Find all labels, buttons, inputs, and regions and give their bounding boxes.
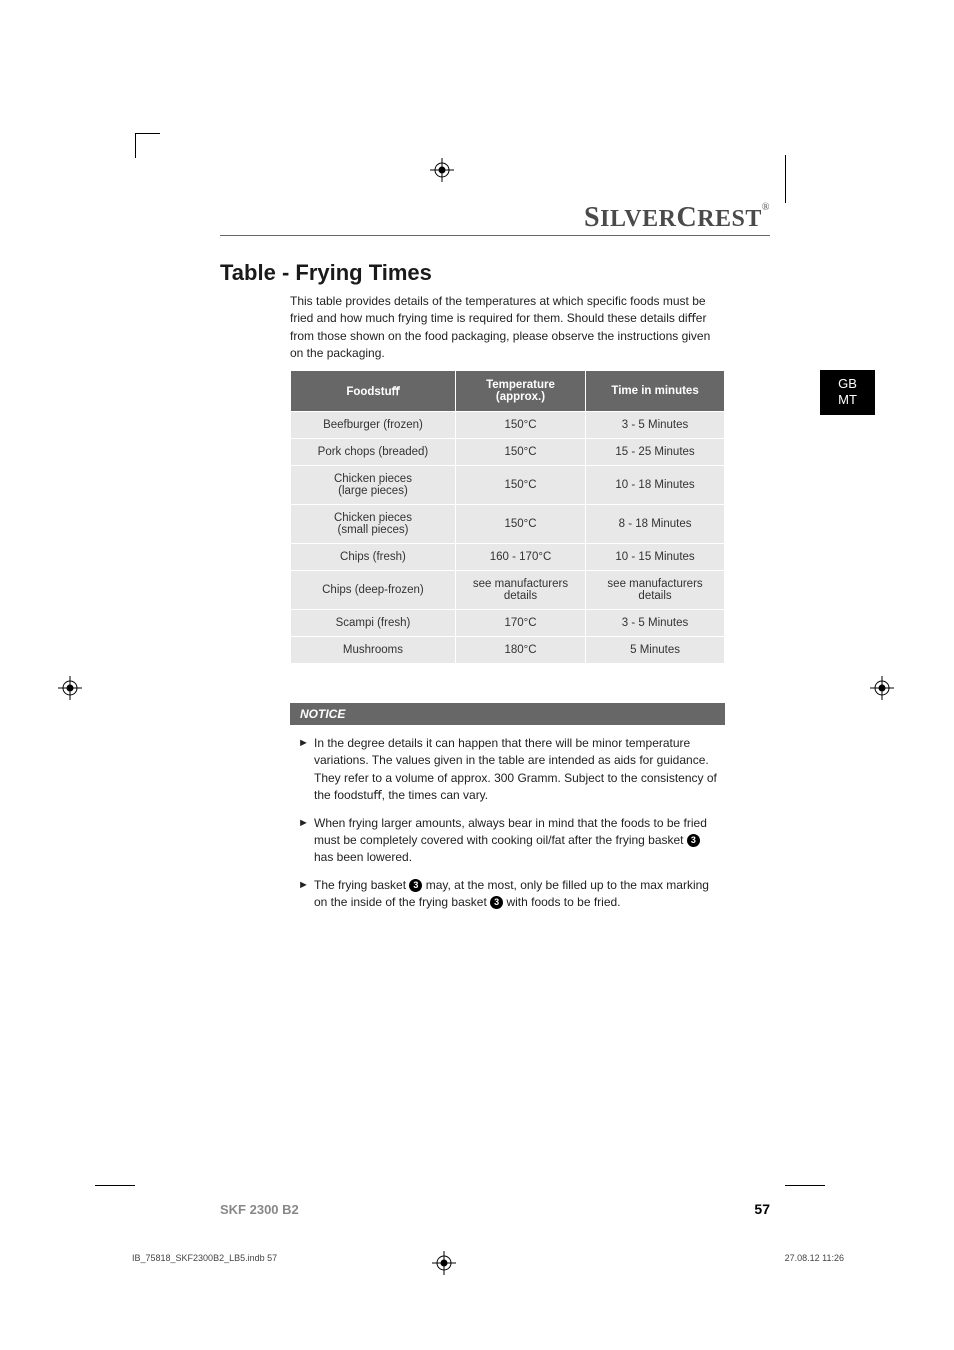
cell-temp: see manufacturersdetails [455,571,585,610]
col-header-temp-line2: (approx.) [462,391,579,403]
brand-rule [220,235,770,236]
cell-food: Pork chops (breaded) [291,439,456,466]
cell-time: 15 - 25 Minutes [586,439,725,466]
cell-food: Mushrooms [291,637,456,664]
cell-time: 10 - 18 Minutes [586,466,725,505]
table-row: Chicken pieces(small pieces)150°C8 - 18 … [291,505,725,544]
language-tab-line1: GB [820,376,875,392]
table-row: Scampi (fresh)170°C3 - 5 Minutes [291,610,725,637]
brand-logo: SILVERCREST® [584,202,770,234]
section-heading: Table - Frying Times [220,260,432,286]
notice-item: ►The frying basket 3 may, at the most, o… [298,877,717,912]
notice-text: When frying larger amounts, always bear … [314,815,717,867]
cell-temp: 170°C [455,610,585,637]
cell-time: 3 - 5 Minutes [586,412,725,439]
language-tab: GB MT [820,370,875,415]
footer-model: SKF 2300 B2 [220,1202,299,1217]
col-header-food: Foodstuﬀ [291,371,456,412]
cell-time: 10 - 15 Minutes [586,544,725,571]
circled-number-icon: 3 [409,879,422,892]
notice-text: In the degree details it can happen that… [314,735,717,805]
brand-reg: ® [762,202,770,213]
brand-silver: ILVER [600,206,676,232]
page-content: SILVERCREST® Table - Frying Times This t… [125,155,845,1235]
registration-mark-bottom-icon [432,1251,456,1275]
cell-temp: 160 - 170°C [455,544,585,571]
table-row: Beefburger (frozen)150°C3 - 5 Minutes [291,412,725,439]
registration-mark-left-icon [58,676,82,700]
cell-food: Chips (deep-frozen) [291,571,456,610]
circled-number-icon: 3 [687,834,700,847]
cell-time: 8 - 18 Minutes [586,505,725,544]
notice-box: NOTICE ►In the degree details it can hap… [290,703,725,922]
col-header-time: Time in minutes [586,371,725,412]
cell-temp: 150°C [455,439,585,466]
cell-food: Chicken pieces(small pieces) [291,505,456,544]
table-row: Chips (fresh)160 - 170°C10 - 15 Minutes [291,544,725,571]
table-row: Pork chops (breaded)150°C15 - 25 Minutes [291,439,725,466]
intro-paragraph: This table provides details of the tempe… [290,293,725,363]
table-row: Chips (deep-frozen)see manufacturersdeta… [291,571,725,610]
col-header-temp: Temperature (approx.) [455,371,585,412]
notice-label: NOTICE [290,703,725,725]
cell-time: 3 - 5 Minutes [586,610,725,637]
language-tab-line2: MT [820,392,875,408]
table-row: Mushrooms180°C5 Minutes [291,637,725,664]
registration-mark-right-icon [870,676,894,700]
brand-crest: REST [697,206,762,232]
bullet-arrow-icon: ► [298,735,314,805]
cell-food: Beefburger (frozen) [291,412,456,439]
cell-temp: 150°C [455,466,585,505]
circled-number-icon: 3 [490,896,503,909]
frying-times-table: Foodstuﬀ Temperature (approx.) Time in m… [290,370,725,664]
col-header-temp-line1: Temperature [462,379,579,391]
cell-food: Chips (fresh) [291,544,456,571]
cell-temp: 150°C [455,412,585,439]
bullet-arrow-icon: ► [298,815,314,867]
cell-time: 5 Minutes [586,637,725,664]
print-slug-right: 27.08.12 11:26 [785,1253,844,1263]
table-row: Chicken pieces(large pieces)150°C10 - 18… [291,466,725,505]
cell-food: Chicken pieces(large pieces) [291,466,456,505]
table-header-row: Foodstuﬀ Temperature (approx.) Time in m… [291,371,725,412]
cell-temp: 150°C [455,505,585,544]
footer-page-number: 57 [754,1201,770,1217]
bullet-arrow-icon: ► [298,877,314,912]
cell-food: Scampi (fresh) [291,610,456,637]
cell-time: see manufacturersdetails [586,571,725,610]
print-slug-left: IB_75818_SKF2300B2_LB5.indb 57 [132,1253,277,1263]
cell-temp: 180°C [455,637,585,664]
notice-item: ►When frying larger amounts, always bear… [298,815,717,867]
notice-item: ►In the degree details it can happen tha… [298,735,717,805]
notice-list: ►In the degree details it can happen tha… [290,725,725,912]
notice-text: The frying basket 3 may, at the most, on… [314,877,717,912]
